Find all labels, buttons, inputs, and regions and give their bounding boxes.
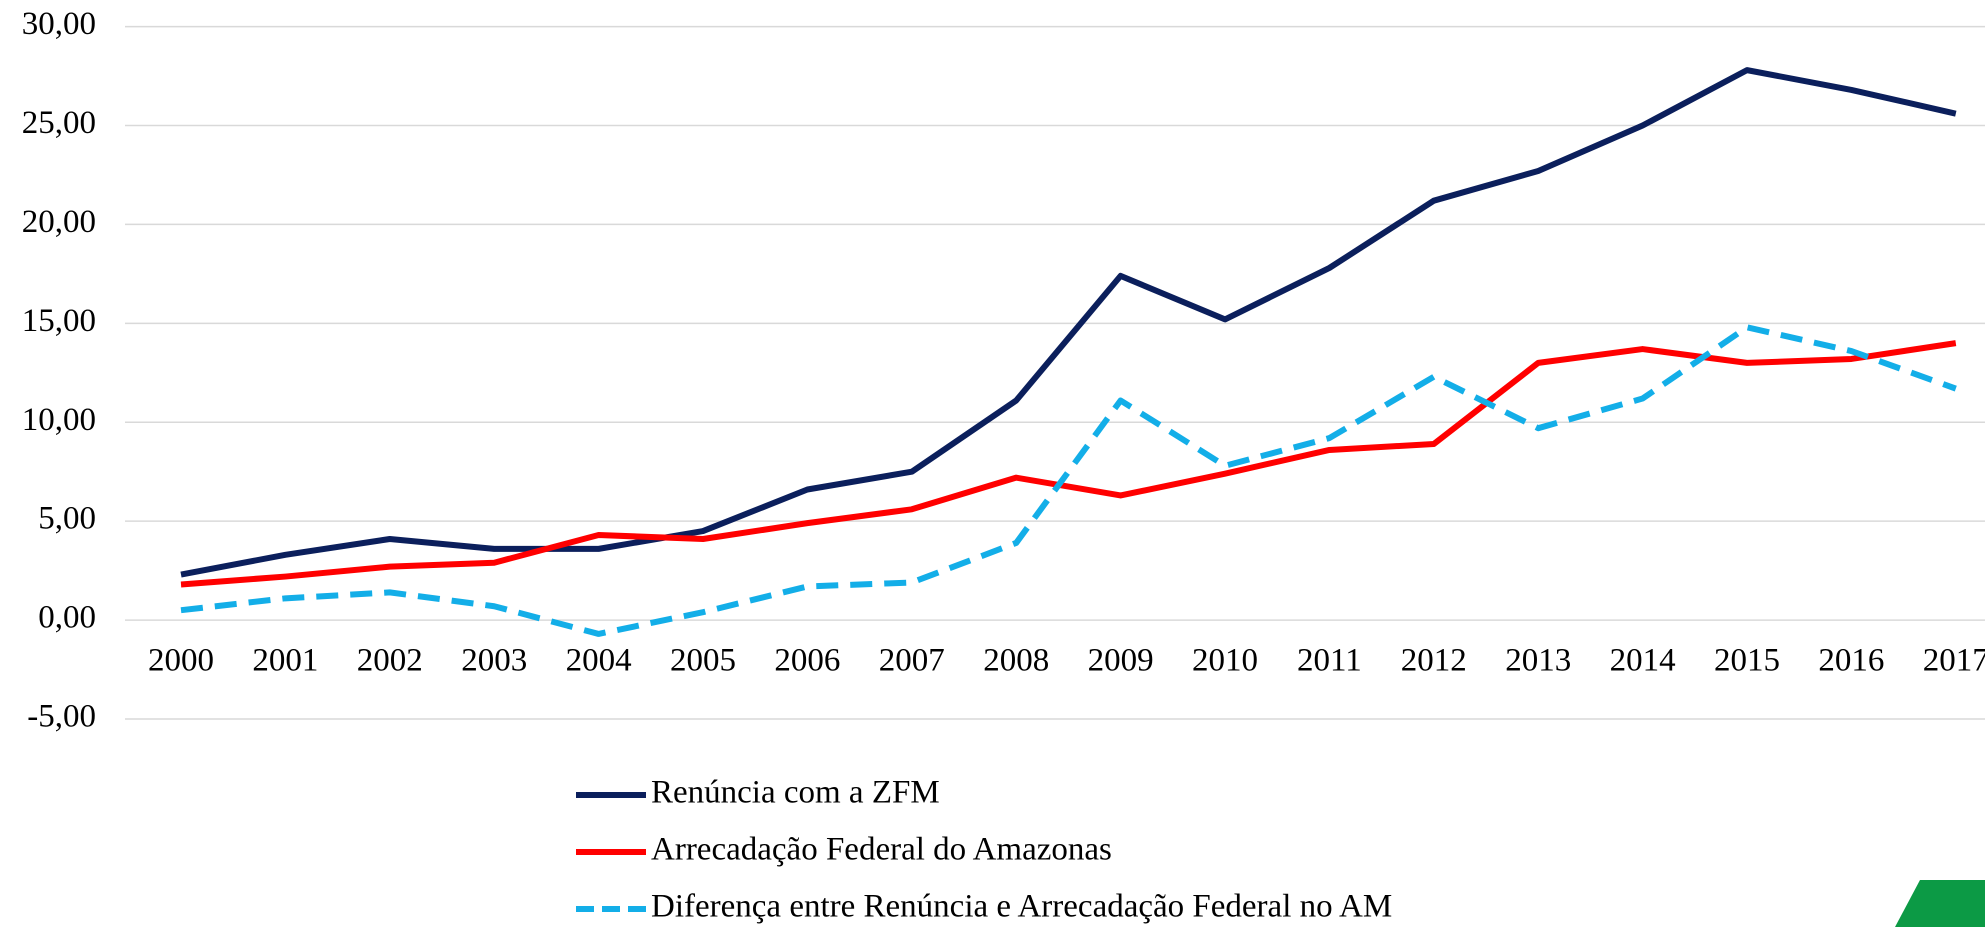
series-line [180, 67, 1957, 578]
x-tick-label: 2015 [1714, 643, 1780, 679]
x-tick-label: 2005 [670, 643, 736, 679]
logo [1895, 880, 1985, 927]
x-tick-label: 2007 [879, 643, 945, 679]
x-tick-label: 2010 [1192, 643, 1258, 679]
x-tick-label: 2011 [1297, 643, 1362, 679]
x-tick-label: 2013 [1505, 643, 1571, 679]
y-tick-label: 0,00 [38, 600, 96, 636]
y-tick-label: 10,00 [22, 402, 96, 438]
x-tick-label: 2009 [1088, 643, 1154, 679]
y-tick-label: 30,00 [22, 6, 96, 42]
x-tick-label: 2008 [983, 643, 1049, 679]
legend-label: Arrecadação Federal do Amazonas [651, 832, 1112, 868]
x-tick-label: 2017 [1923, 643, 1985, 679]
y-tick-label: 5,00 [38, 501, 96, 537]
y-tick-label: 15,00 [22, 303, 96, 339]
y-tick-label: 20,00 [22, 204, 96, 240]
x-tick-label: 2016 [1818, 643, 1884, 679]
x-tick-label: 2000 [148, 643, 214, 679]
legend-label: Renúncia com a ZFM [651, 775, 940, 811]
y-tick-label: 25,00 [22, 105, 96, 141]
x-tick-label: 2003 [461, 643, 527, 679]
x-tick-label: 2002 [357, 643, 423, 679]
x-tick-label: 2006 [774, 643, 840, 679]
legend-label: Diferença entre Renúncia e Arrecadação F… [651, 889, 1392, 925]
x-tick-label: 2001 [252, 643, 318, 679]
x-tick-label: 2012 [1401, 643, 1467, 679]
y-tick-label: -5,00 [27, 699, 96, 735]
series-line [180, 340, 1957, 588]
x-tick-label: 2004 [566, 643, 632, 679]
series-line [180, 324, 1957, 637]
x-tick-label: 2014 [1610, 643, 1676, 679]
